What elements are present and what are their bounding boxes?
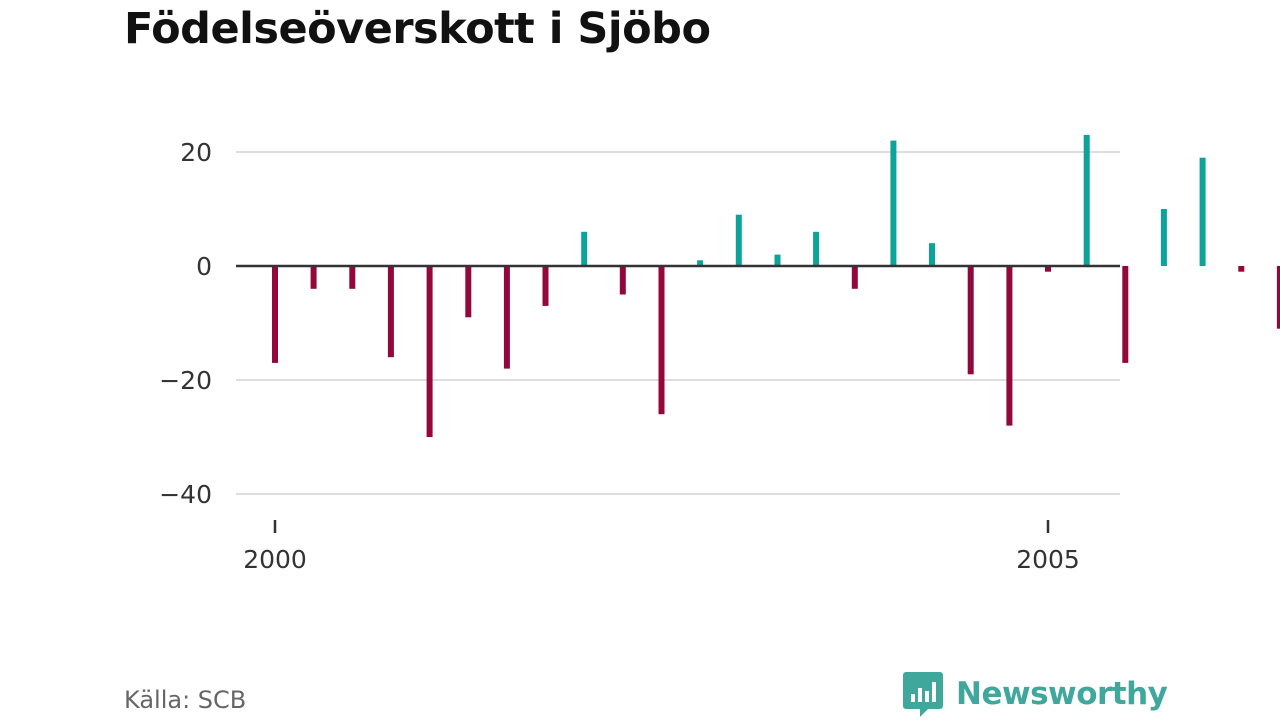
bar-layer <box>272 134 1280 437</box>
grid-layer <box>236 151 1120 495</box>
bar <box>1238 266 1245 272</box>
bar <box>1006 266 1013 426</box>
bar <box>503 266 510 369</box>
bar <box>851 266 858 289</box>
source-label: Källa: SCB <box>124 686 247 714</box>
bar <box>1122 266 1129 363</box>
bar <box>465 266 472 318</box>
bar <box>1276 266 1280 329</box>
bar <box>1083 134 1090 266</box>
bar <box>310 266 317 289</box>
brand-name: Newsworthy <box>956 676 1168 712</box>
y-tick-label: −40 <box>159 480 212 509</box>
y-tick-label: 0 <box>196 252 212 281</box>
bar <box>967 266 974 375</box>
bar <box>581 231 588 266</box>
x-tick-label: 2000 <box>243 545 307 574</box>
bar <box>1045 266 1051 272</box>
bar-chart-chat-icon <box>903 672 943 717</box>
chart-title: Födelseöverskott i Sjöbo <box>124 4 711 54</box>
axis-layer: 200−20−40200020052010201520202025 <box>159 138 1080 574</box>
brand-logo[interactable]: Newsworthy <box>902 670 1168 718</box>
bar <box>774 254 781 266</box>
bar <box>542 266 549 306</box>
bar <box>697 260 704 266</box>
bar <box>272 266 278 363</box>
y-tick-label: 20 <box>180 138 212 167</box>
bar <box>813 231 820 266</box>
bar <box>658 266 665 415</box>
bar <box>1199 157 1206 266</box>
bar <box>890 140 897 266</box>
bar <box>426 266 433 437</box>
bar <box>929 243 935 266</box>
bar <box>387 266 394 358</box>
y-tick-label: −20 <box>159 366 212 395</box>
x-tick-label: 2005 <box>1016 545 1080 574</box>
bar <box>1160 209 1167 266</box>
bar <box>619 266 626 295</box>
bar <box>735 214 742 266</box>
bar <box>349 266 356 289</box>
